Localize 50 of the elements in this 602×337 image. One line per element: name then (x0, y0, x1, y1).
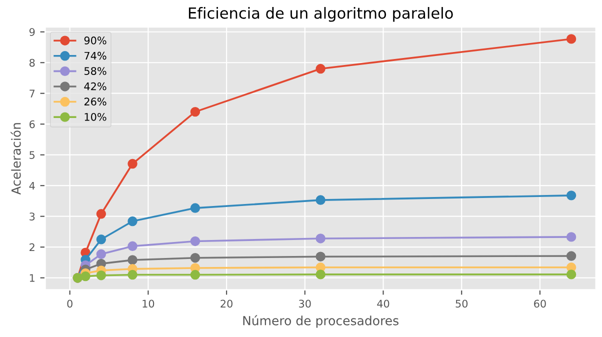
y-tick-label: 8 (30, 58, 35, 67)
chart-title: Eficiencia de un algoritmo paralelo (188, 7, 453, 22)
legend-label: 90% (84, 36, 106, 44)
point (128, 216, 138, 226)
point (316, 64, 326, 74)
legend-label: 10% (84, 112, 106, 121)
point (190, 203, 200, 213)
point (190, 236, 200, 246)
legend-label: 26% (84, 98, 106, 106)
point (566, 190, 576, 200)
x-tick-label: 50 (456, 300, 468, 308)
y-tick-label: 6 (30, 120, 35, 128)
x-tick-label: 30 (299, 300, 311, 308)
y-tick-label: 5 (30, 151, 35, 159)
x-tick-label: 40 (377, 300, 390, 308)
x-tick-label: 0 (67, 300, 72, 308)
x-tick-label: 20 (220, 300, 232, 308)
x-axis-title: Número de procesadores (243, 315, 398, 328)
point (96, 270, 106, 280)
point (80, 271, 90, 282)
point (128, 158, 138, 169)
point (190, 252, 200, 263)
point (96, 209, 106, 219)
legend-label: 42% (84, 82, 106, 90)
y-axis-title: Aceleración (10, 123, 21, 195)
point (566, 251, 576, 261)
y-tick-label: 2 (30, 243, 34, 252)
y-tick-label: 3 (30, 212, 35, 220)
point (316, 195, 326, 205)
point (316, 234, 326, 244)
y-tick-label: 1 (30, 274, 34, 282)
legend-label: 74% (84, 52, 106, 60)
point (190, 106, 200, 117)
y-tick-label: 9 (29, 28, 35, 36)
point (190, 270, 200, 280)
point (128, 270, 138, 280)
y-tick-label: 4 (29, 182, 35, 190)
point (566, 34, 576, 44)
y-tick-label: 7 (30, 90, 35, 98)
point (566, 270, 576, 280)
legend-label: 58% (84, 67, 106, 75)
point (96, 234, 106, 244)
point (128, 241, 138, 252)
point (566, 232, 576, 242)
point (128, 255, 138, 265)
point (316, 252, 326, 262)
point (96, 249, 106, 260)
point (316, 270, 326, 280)
x-tick-label: 60 (534, 300, 546, 308)
x-tick-label: 10 (142, 300, 154, 308)
